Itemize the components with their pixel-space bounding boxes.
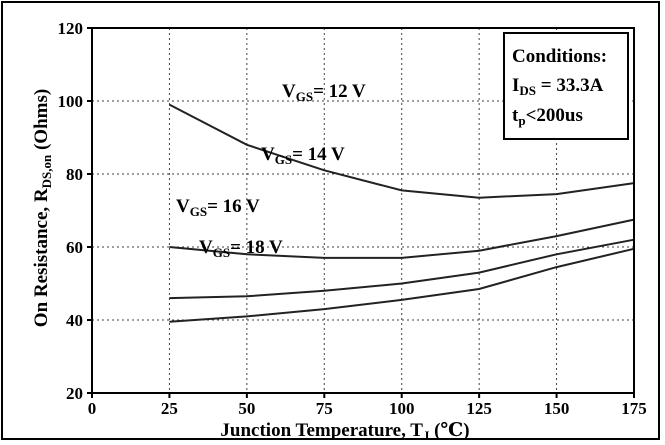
x-tick-label: 75 [316,399,333,418]
x-tick-label: 150 [544,399,570,418]
series-line-1 [168,103,635,199]
x-axis-title: Junction Temperature, TJ (℃) [220,420,469,443]
y-tick-label: 60 [66,238,83,257]
x-tick-label: 125 [466,399,492,418]
conditions-box: Conditions: IDS = 33.3A tp<200us [503,32,629,140]
conditions-tp: tp<200us [512,105,583,128]
plot-area-border [91,27,635,394]
conditions-box-border [503,32,629,140]
series-line-3 [169,238,635,300]
series-line-2 [169,218,635,259]
y-tick-label: 120 [58,19,84,38]
y-tick-label: 20 [66,384,83,403]
y-tick-label: 40 [66,311,83,330]
conditions-title: Conditions: [512,46,607,67]
y-tick-label: 100 [58,92,84,111]
y-axis-title: On Resistance, RDS,on (Ohms) [31,89,54,327]
annotation-vgs-14: VGS= 14 V [261,144,345,167]
x-tick-label: 100 [389,399,415,418]
annotation-vgs-18: VGS= 18 V [199,237,283,260]
series-line-4 [169,247,635,323]
y-tick-label: 80 [66,165,83,184]
x-tick-label: 25 [161,399,178,418]
tick-labels: 0 25 50 75 100 125 150 175 20 40 60 80 100 120 [58,19,647,418]
x-tick-label: 0 [88,399,97,418]
series-lines [168,103,635,323]
conditions-ids: IDS = 33.3A [512,75,604,98]
x-tick-label: 175 [621,399,647,418]
x-tick-label: 50 [238,399,255,418]
annotation-vgs-12: VGS= 12 V [282,81,366,104]
annotation-vgs-16: VGS= 16 V [176,196,260,219]
